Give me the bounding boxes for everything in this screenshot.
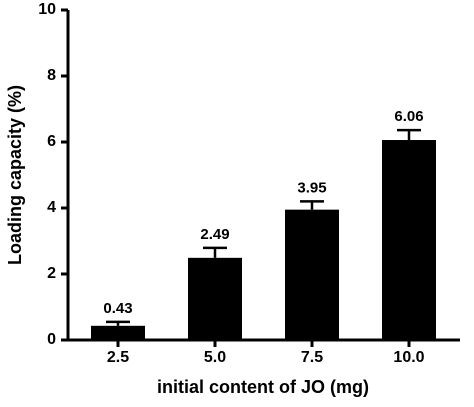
x-tick-label: 7.5 <box>301 349 323 366</box>
y-tick-label: 4 <box>47 199 56 216</box>
y-tick-label: 10 <box>38 1 56 18</box>
value-label: 0.43 <box>103 300 132 317</box>
y-axis-title: Loading capacity (%) <box>5 85 25 265</box>
y-tick-label: 6 <box>47 133 56 150</box>
x-axis-title: initial content of JO (mg) <box>157 377 369 397</box>
value-label: 2.49 <box>200 226 229 243</box>
y-tick-label: 2 <box>47 265 56 282</box>
value-label: 6.06 <box>394 108 423 125</box>
x-tick-label: 5.0 <box>204 349 226 366</box>
x-tick-label: 10.0 <box>393 349 424 366</box>
y-tick-label: 8 <box>47 67 56 84</box>
bar <box>91 325 145 340</box>
bar <box>382 140 436 340</box>
y-tick-label: 0 <box>47 331 56 348</box>
x-tick-label: 2.5 <box>107 349 129 366</box>
bar <box>188 257 242 340</box>
bar <box>285 209 339 340</box>
value-label: 3.95 <box>297 179 326 196</box>
